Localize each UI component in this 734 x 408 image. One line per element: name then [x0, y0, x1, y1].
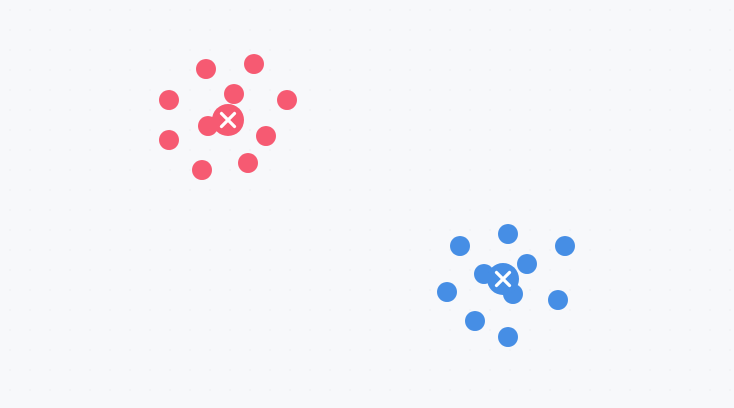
data-point	[465, 311, 485, 331]
x-icon	[494, 270, 512, 288]
data-point	[517, 254, 537, 274]
data-point	[224, 84, 244, 104]
data-point	[238, 153, 258, 173]
data-point	[498, 224, 518, 244]
data-point	[159, 90, 179, 110]
plot-marks	[159, 54, 575, 347]
data-point	[196, 59, 216, 79]
centroid-marker	[212, 104, 244, 136]
data-point	[498, 327, 518, 347]
data-point	[548, 290, 568, 310]
data-point	[244, 54, 264, 74]
data-point	[192, 160, 212, 180]
cluster-2	[437, 224, 575, 347]
x-icon	[219, 111, 237, 129]
data-point	[256, 126, 276, 146]
data-point	[450, 236, 470, 256]
data-point	[159, 130, 179, 150]
centroid-marker	[487, 263, 519, 295]
data-point	[437, 282, 457, 302]
data-point	[555, 236, 575, 256]
cluster-1	[159, 54, 297, 180]
data-point	[277, 90, 297, 110]
